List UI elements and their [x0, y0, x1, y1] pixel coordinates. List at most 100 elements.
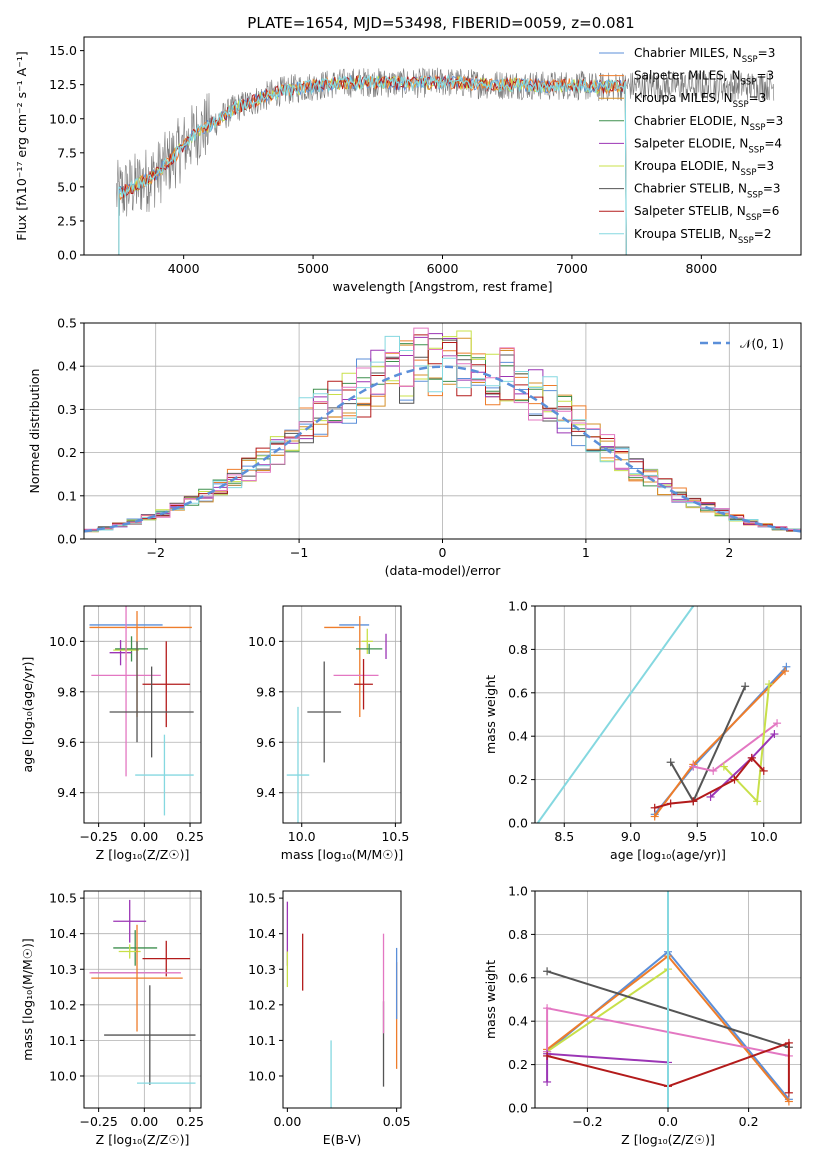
y-axis-label: mass weight — [483, 960, 498, 1039]
x-tick-label: 10.0 — [288, 829, 316, 844]
x-axis-label: Z [log₁₀(Z/Z☉)] — [96, 1132, 190, 1147]
y-tick-label: 9.8 — [57, 684, 77, 699]
x-tick-label: 0.00 — [130, 1114, 158, 1129]
axes-frame — [282, 605, 402, 824]
y-tick-label: 0.4 — [508, 1014, 528, 1029]
y-axis-label: mass weight — [483, 675, 498, 754]
legend-label: 𝒩(0, 1) — [740, 337, 784, 351]
y-tick-label: 0.1 — [57, 488, 77, 503]
model-spectrum — [118, 73, 627, 255]
x-tick-label: 0.00 — [273, 1114, 301, 1129]
legend-label: Chabrier ELODIE, NSSP=3 — [634, 114, 783, 133]
y-tick-label: 0.5 — [57, 316, 77, 331]
y-axis-label: Flux [fλ10⁻¹⁷ erg cm⁻² s⁻¹ A⁻¹] — [14, 51, 29, 240]
y-tick-label: 1.0 — [508, 884, 528, 899]
y-tick-label: 0.4 — [57, 359, 77, 374]
panel-spectrum: 4000 5000 6000 7000 8000 0.0 2.5 5.0 7.5 10.0 12.5… — [14, 36, 802, 294]
histogram-step — [84, 333, 801, 532]
plot-area — [543, 891, 793, 1108]
weight-line — [546, 1052, 669, 1082]
legend-label: Chabrier STELIB, NSSP=3 — [634, 182, 781, 201]
grid — [84, 606, 201, 823]
y-tick-label: 10.0 — [248, 634, 276, 649]
x-tick-label: 5000 — [297, 261, 329, 276]
model-spectrum — [118, 74, 627, 255]
y-tick-label: 10.0 — [49, 1068, 77, 1083]
x-axis-label: (data-model)/error — [385, 563, 502, 578]
axes-frame — [282, 890, 402, 1109]
axes-frame — [83, 605, 202, 824]
y-tick-label: 10.3 — [49, 962, 77, 977]
panel-residuals: −2 −1 0 1 2 0.0 0.1 0.2 0.3 0.4 0.5 (data-model)/er… — [27, 316, 802, 578]
grid — [535, 605, 801, 824]
x-tick-label: 8000 — [685, 261, 717, 276]
legend-label: Salpeter ELODIE, NSSP=4 — [634, 136, 782, 155]
x-tick-label: −1 — [290, 545, 308, 560]
x-tick-label: 0 — [439, 545, 447, 560]
y-tick-label: 0.0 — [508, 816, 528, 831]
y-tick-label: 10.4 — [248, 926, 276, 941]
y-tick-label: 9.4 — [57, 785, 77, 800]
y-tick-label: 10.3 — [248, 962, 276, 977]
y-tick-label: 10.5 — [49, 891, 77, 906]
weight-line — [546, 968, 669, 1053]
y-tick-label: 0.0 — [508, 1101, 528, 1116]
y-tick-label: 0.6 — [508, 970, 528, 985]
x-axis-label: age [log₁₀(age/yr)] — [610, 847, 726, 862]
model-spectrum — [118, 75, 627, 255]
legend: 𝒩(0, 1) — [700, 337, 784, 351]
y-tick-label: 0.3 — [57, 402, 77, 417]
y-tick-label: 12.5 — [49, 77, 77, 92]
weight-line — [654, 756, 765, 809]
y-tick-label: 10.4 — [49, 926, 77, 941]
plot-area — [536, 606, 791, 823]
y-tick-label: 9.4 — [256, 785, 276, 800]
weight-line — [536, 606, 695, 823]
x-tick-label: 0.0 — [658, 1114, 678, 1129]
x-tick-label: 7000 — [556, 261, 588, 276]
y-tick-label: 10.2 — [248, 997, 276, 1012]
histogram-step — [84, 327, 801, 531]
plot-area — [286, 616, 387, 823]
panel-age-vs-z: −0.25 0.00 0.25 9.4 9.6 9.8 10.0 Z [log₁₀(Z/Z☉)… — [20, 605, 204, 862]
y-tick-label: 5.0 — [57, 179, 77, 194]
plot-area — [286, 901, 398, 1108]
x-tick-label: −0.25 — [79, 829, 117, 844]
x-axis-label: wavelength [Angstrom, rest frame] — [332, 279, 552, 294]
y-axis-label: mass [log₁₀(M/M☉)] — [20, 938, 35, 1060]
y-tick-label: 0.0 — [57, 532, 77, 547]
y-axis-label: age [log₁₀(age/yr)] — [20, 657, 35, 773]
y-tick-label: 0.6 — [508, 685, 528, 700]
y-tick-label: 10.0 — [248, 1068, 276, 1083]
y-tick-label: 0.2 — [57, 445, 77, 460]
x-tick-label: −2 — [146, 545, 164, 560]
y-tick-label: 9.8 — [256, 684, 276, 699]
x-axis-label: Z [log₁₀(Z/Z☉)] — [621, 1132, 715, 1147]
x-tick-label: 0.25 — [176, 829, 204, 844]
x-axis-label: Z [log₁₀(Z/Z☉)] — [96, 847, 190, 862]
x-tick-label: 6000 — [427, 261, 459, 276]
x-tick-label: 2 — [725, 545, 733, 560]
model-spectrum — [118, 74, 627, 255]
x-tick-label: 0.25 — [176, 1114, 204, 1129]
weight-line — [546, 1041, 790, 1093]
y-tick-label: 10.5 — [248, 891, 276, 906]
y-tick-label: 15.0 — [49, 43, 77, 58]
x-tick-label: 8.5 — [554, 829, 574, 844]
panel-weight-vs-age: 8.5 9.0 9.5 10.0 0.0 0.2 0.4 0.6 0.8 1.0 age [log₁… — [483, 599, 802, 862]
grid — [283, 606, 401, 823]
axes-frame — [83, 890, 202, 1109]
y-tick-label: 1.0 — [508, 599, 528, 614]
x-tick-label: −0.25 — [79, 1114, 117, 1129]
plot-area — [116, 67, 775, 255]
x-axis-label: mass [log₁₀(M/M☉)] — [281, 847, 403, 862]
x-tick-label: 0.2 — [739, 1114, 759, 1129]
x-tick-label: 1 — [582, 545, 590, 560]
y-tick-label: 10.2 — [49, 997, 77, 1012]
x-tick-label: 0.00 — [130, 829, 158, 844]
legend-label: Chabrier MILES, NSSP=3 — [634, 46, 775, 65]
x-tick-label: 4000 — [168, 261, 200, 276]
y-axis-label: Normed distribution — [27, 369, 42, 494]
x-tick-label: −0.2 — [572, 1114, 602, 1129]
